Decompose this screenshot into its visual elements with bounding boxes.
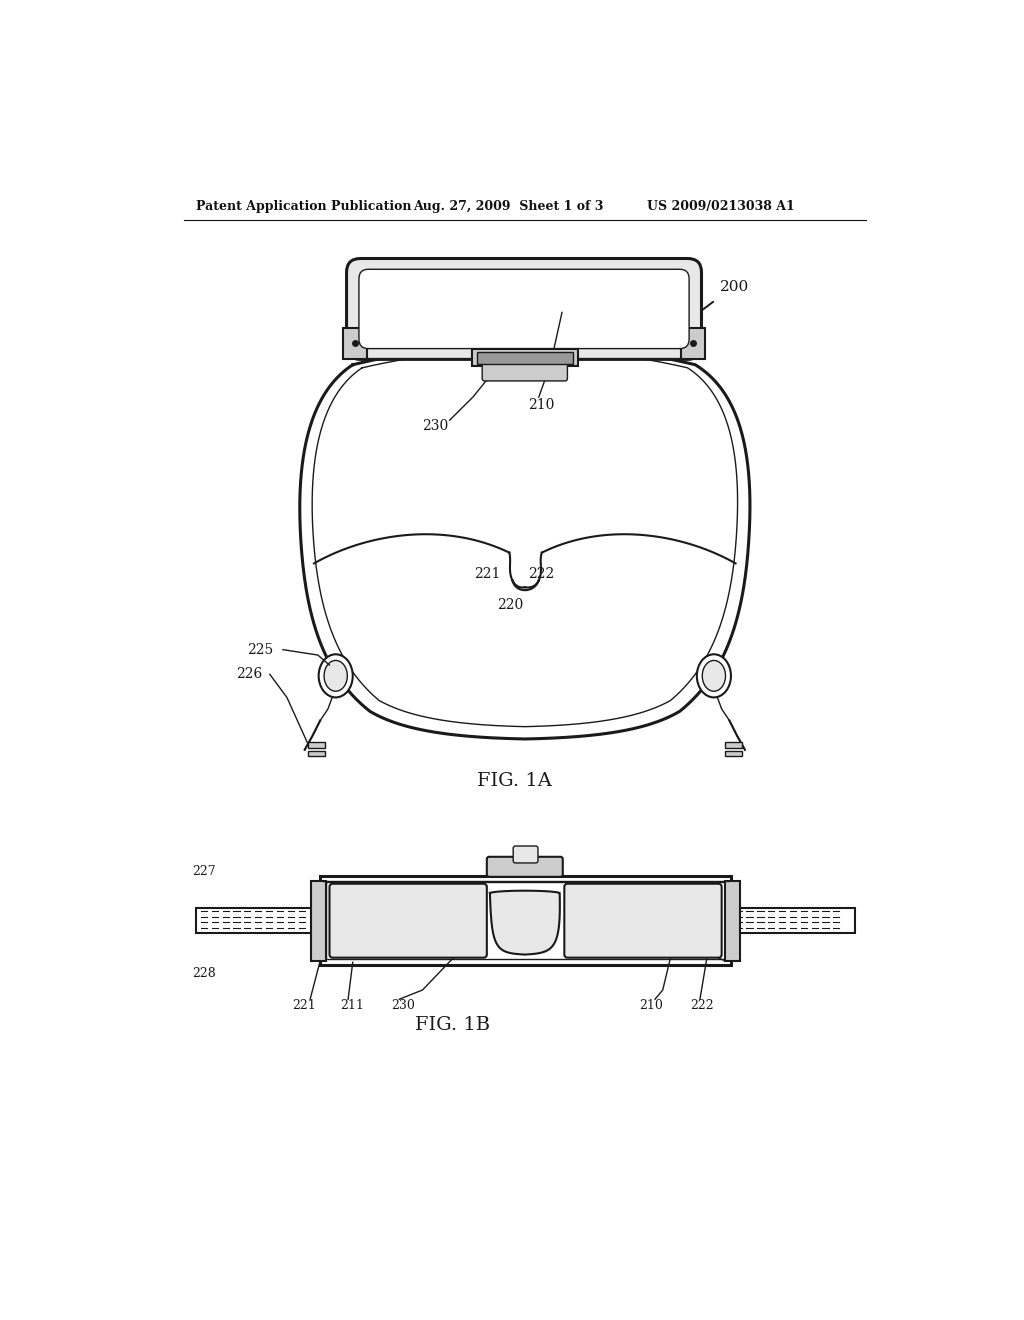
Text: 220: 220: [497, 598, 523, 612]
Text: Aug. 27, 2009  Sheet 1 of 3: Aug. 27, 2009 Sheet 1 of 3: [414, 199, 603, 213]
FancyBboxPatch shape: [482, 363, 567, 381]
Text: 225: 225: [248, 643, 273, 656]
Text: 210: 210: [640, 999, 664, 1012]
Text: 227: 227: [193, 865, 216, 878]
Text: 230: 230: [423, 420, 449, 433]
Bar: [343, 327, 367, 359]
Text: 221: 221: [474, 568, 500, 581]
Bar: [197, 908, 321, 933]
Text: 210: 210: [528, 397, 554, 412]
FancyBboxPatch shape: [359, 269, 689, 348]
Text: Patent Application Publication: Patent Application Publication: [197, 199, 412, 213]
Bar: [731, 908, 855, 933]
FancyBboxPatch shape: [346, 259, 701, 359]
Bar: [311, 880, 327, 961]
Bar: [472, 350, 578, 367]
FancyBboxPatch shape: [564, 884, 722, 958]
Ellipse shape: [318, 655, 352, 697]
Bar: [477, 351, 572, 364]
Bar: [725, 751, 741, 756]
Text: FIG. 1B: FIG. 1B: [415, 1016, 489, 1035]
Text: 230: 230: [391, 999, 416, 1012]
FancyBboxPatch shape: [330, 884, 486, 958]
Text: 228: 228: [193, 966, 216, 979]
Bar: [725, 742, 741, 748]
Bar: [321, 876, 731, 965]
Text: US 2009/0213038 A1: US 2009/0213038 A1: [647, 199, 795, 213]
FancyBboxPatch shape: [513, 846, 538, 863]
Text: 221: 221: [292, 999, 316, 1012]
Text: 211: 211: [340, 999, 365, 1012]
FancyBboxPatch shape: [486, 857, 563, 876]
Bar: [725, 880, 740, 961]
Bar: [308, 742, 325, 748]
Bar: [327, 882, 725, 960]
Text: 226: 226: [237, 668, 263, 681]
Ellipse shape: [702, 660, 726, 692]
Text: FIG. 1A: FIG. 1A: [477, 772, 552, 789]
Text: 200: 200: [720, 280, 750, 294]
Polygon shape: [489, 891, 560, 954]
Polygon shape: [300, 343, 750, 739]
Bar: [681, 327, 705, 359]
Bar: [308, 751, 325, 756]
Ellipse shape: [324, 660, 347, 692]
Text: 222: 222: [690, 999, 715, 1012]
Text: 222: 222: [528, 568, 554, 581]
Ellipse shape: [697, 655, 731, 697]
